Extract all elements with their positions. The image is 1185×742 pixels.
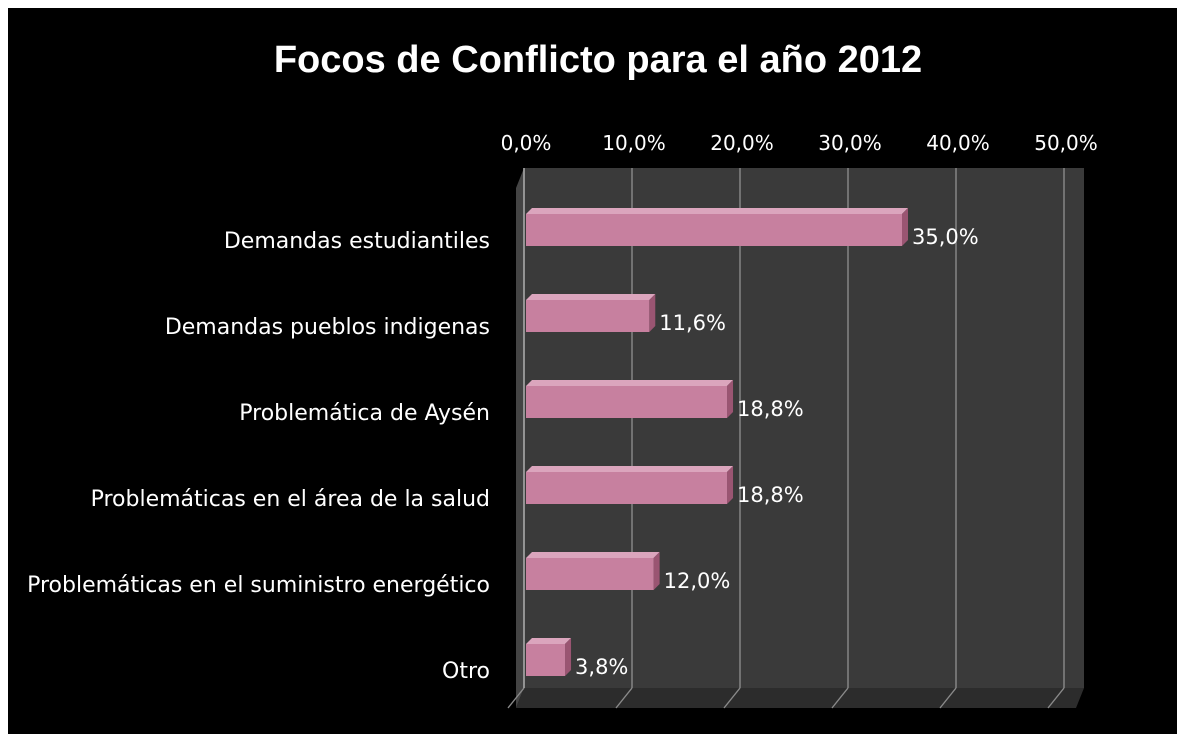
x-tick-label: 10,0%: [602, 131, 666, 155]
bars: [526, 208, 908, 676]
category-label: Problemática de Aysén: [239, 401, 490, 426]
bar-front: [526, 300, 650, 332]
bar-top: [526, 466, 734, 472]
x-tick-label: 0,0%: [501, 131, 552, 155]
bar: [526, 294, 656, 332]
chart-frame: Focos de Conflicto para el año 2012 0,0%…: [8, 8, 1177, 734]
x-tick-labels: 0,0% 10,0% 20,0% 30,0% 40,0% 50,0%: [501, 131, 1098, 155]
x-tick-label: 30,0%: [818, 131, 882, 155]
bar-top: [526, 638, 572, 644]
bar-top: [526, 380, 734, 386]
bar: [526, 380, 734, 418]
x-tick-label: 40,0%: [926, 131, 990, 155]
category-label: Problemáticas en el área de la salud: [91, 487, 490, 512]
gridline-floor: [1047, 687, 1065, 709]
bar-end: [653, 552, 660, 590]
bar-end: [727, 466, 734, 504]
gridline-floor: [831, 687, 849, 709]
bar-end: [649, 294, 656, 332]
bar-top: [526, 552, 660, 558]
gridlines: [507, 168, 1065, 709]
bar-chart: Focos de Conflicto para el año 2012 0,0%…: [27, 39, 1098, 709]
value-label: 11,6%: [659, 311, 726, 335]
value-label: 18,8%: [737, 397, 804, 421]
bar-top: [526, 294, 656, 300]
bar-front: [526, 472, 728, 504]
chart-walls: [516, 168, 1084, 708]
bar-end: [727, 380, 734, 418]
bar: [526, 638, 572, 676]
category-label: Demandas pueblos indigenas: [165, 315, 490, 340]
bar-front: [526, 386, 728, 418]
gridline-floor: [723, 687, 741, 709]
category-labels: Demandas estudiantiles Demandas pueblos i…: [27, 229, 490, 684]
category-label: Problemáticas en el suministro energétic…: [27, 573, 490, 598]
category-label: Otro: [442, 659, 490, 684]
floor: [516, 688, 1084, 708]
back-wall: [524, 168, 1064, 688]
back-wall-right: [1064, 168, 1084, 688]
bar-top: [526, 208, 908, 214]
bar-end: [902, 208, 908, 246]
bar-front: [526, 644, 566, 676]
value-labels: 35,0% 11,6% 18,8% 18,8% 12,0% 3,8%: [575, 225, 979, 679]
bar: [526, 466, 734, 504]
x-tick-label: 50,0%: [1034, 131, 1098, 155]
side-wall: [516, 168, 524, 708]
gridline-floor: [939, 687, 957, 709]
chart-title: Focos de Conflicto para el año 2012: [274, 39, 922, 81]
bar-front: [526, 558, 654, 590]
value-label: 35,0%: [912, 225, 979, 249]
value-label: 12,0%: [664, 569, 731, 593]
value-label: 18,8%: [737, 483, 804, 507]
x-tick-label: 20,0%: [710, 131, 774, 155]
bar-end: [565, 638, 572, 676]
bar-front: [526, 214, 902, 246]
bar: [526, 552, 660, 590]
value-label: 3,8%: [575, 655, 628, 679]
bar: [526, 208, 908, 246]
category-label: Demandas estudiantiles: [224, 229, 490, 254]
gridline-floor: [615, 687, 633, 709]
gridline-floor: [507, 687, 525, 709]
